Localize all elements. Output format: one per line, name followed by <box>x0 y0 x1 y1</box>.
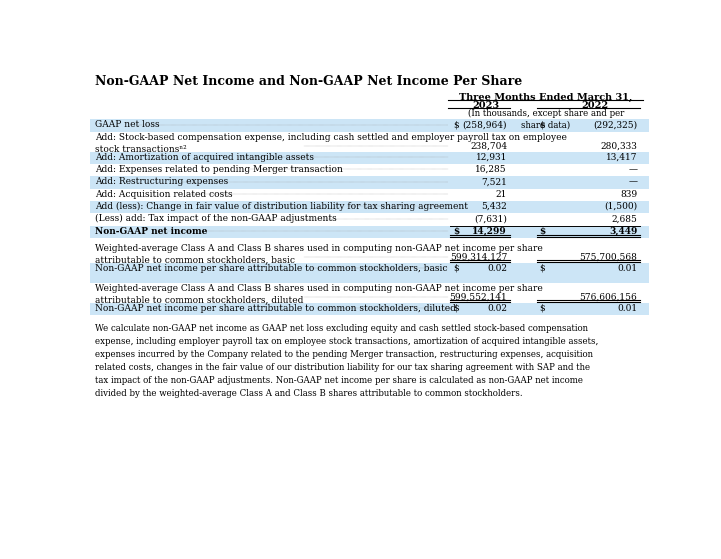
Text: $: $ <box>453 304 459 312</box>
Text: (7,631): (7,631) <box>474 214 507 223</box>
Text: —: — <box>628 177 637 186</box>
Text: 280,333: 280,333 <box>601 141 637 151</box>
Text: $: $ <box>539 304 545 312</box>
Text: $: $ <box>453 120 459 129</box>
Text: 2022: 2022 <box>581 101 609 110</box>
Text: 13,417: 13,417 <box>606 153 637 162</box>
Text: (258,964): (258,964) <box>463 120 507 129</box>
Text: $: $ <box>539 263 545 273</box>
Text: Non-GAAP Net Income and Non-GAAP Net Income Per Share: Non-GAAP Net Income and Non-GAAP Net Inc… <box>94 75 522 88</box>
Text: $: $ <box>453 263 459 273</box>
Text: Weighted-average Class A and Class B shares used in computing non-GAAP net incom: Weighted-average Class A and Class B sha… <box>94 244 542 264</box>
Text: 0.02: 0.02 <box>487 263 507 273</box>
Text: 16,285: 16,285 <box>475 165 507 174</box>
Text: Add: Acquisition related costs: Add: Acquisition related costs <box>94 190 232 198</box>
Text: 0.01: 0.01 <box>617 304 637 312</box>
Text: 0.02: 0.02 <box>487 304 507 312</box>
Text: $: $ <box>539 120 545 129</box>
Bar <box>90 201 649 214</box>
Bar <box>90 275 649 283</box>
Bar <box>90 120 649 132</box>
Text: GAAP net loss: GAAP net loss <box>94 120 159 129</box>
Text: 21: 21 <box>496 190 507 198</box>
Text: We calculate non-GAAP net income as GAAP net loss excluding equity and cash sett: We calculate non-GAAP net income as GAAP… <box>94 324 598 397</box>
Bar <box>90 263 649 275</box>
Text: Non-GAAP net income per share attributable to common stockholders, basic: Non-GAAP net income per share attributab… <box>94 263 447 273</box>
Text: Add (less): Change in fair value of distribution liability for tax sharing agree: Add (less): Change in fair value of dist… <box>94 202 468 211</box>
Text: (In thousands, except share and per
share data): (In thousands, except share and per shar… <box>468 108 624 130</box>
Text: —: — <box>628 165 637 174</box>
Text: 238,704: 238,704 <box>470 141 507 151</box>
Text: Weighted-average Class A and Class B shares used in computing non-GAAP net incom: Weighted-average Class A and Class B sha… <box>94 284 542 305</box>
Text: Add: Amortization of acquired intangible assets: Add: Amortization of acquired intangible… <box>94 153 314 162</box>
Text: (292,325): (292,325) <box>593 120 637 129</box>
Text: 839: 839 <box>620 190 637 198</box>
Text: Non-GAAP net income per share attributable to common stockholders, diluted: Non-GAAP net income per share attributab… <box>94 304 456 312</box>
Text: 599,552,141: 599,552,141 <box>449 292 507 302</box>
Text: 14,299: 14,299 <box>472 226 507 235</box>
Bar <box>90 152 649 164</box>
Bar <box>90 226 649 238</box>
Bar <box>90 177 649 189</box>
Text: Non-GAAP net income: Non-GAAP net income <box>94 226 207 235</box>
Text: 2,685: 2,685 <box>611 214 637 223</box>
Text: Add: Expenses related to pending Merger transaction: Add: Expenses related to pending Merger … <box>94 165 342 174</box>
Bar <box>90 303 649 315</box>
Text: 599,314,127: 599,314,127 <box>450 253 507 262</box>
Text: $: $ <box>453 226 459 235</box>
Text: 12,931: 12,931 <box>476 153 507 162</box>
Text: (1,500): (1,500) <box>604 202 637 211</box>
Text: 5,432: 5,432 <box>482 202 507 211</box>
Text: 575,700,568: 575,700,568 <box>580 253 637 262</box>
Text: Add: Stock-based compensation expense, including cash settled and employer payro: Add: Stock-based compensation expense, i… <box>94 133 567 154</box>
Text: 576,606,156: 576,606,156 <box>580 292 637 302</box>
Text: 3,449: 3,449 <box>609 226 637 235</box>
Text: (Less) add: Tax impact of the non-GAAP adjustments: (Less) add: Tax impact of the non-GAAP a… <box>94 214 337 224</box>
Text: Three Months Ended March 31,: Three Months Ended March 31, <box>459 92 632 102</box>
Text: 7,521: 7,521 <box>481 177 507 186</box>
Text: Add: Restructuring expenses: Add: Restructuring expenses <box>94 177 228 186</box>
Text: 2023: 2023 <box>472 101 500 110</box>
Text: $: $ <box>539 226 546 235</box>
Text: 0.01: 0.01 <box>617 263 637 273</box>
